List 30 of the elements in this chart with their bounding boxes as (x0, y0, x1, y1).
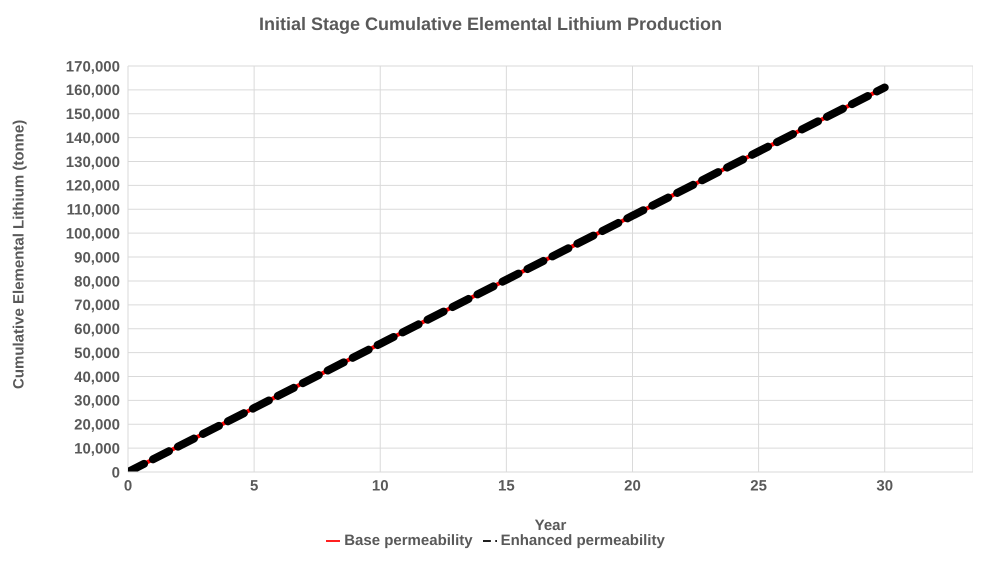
y-tick-label: 100,000 (66, 226, 120, 242)
y-tick-label: 70,000 (74, 297, 120, 314)
y-tick-label: 150,000 (66, 106, 120, 124)
x-tick-label: 25 (750, 478, 767, 495)
y-tick-label: 40,000 (74, 368, 120, 386)
legend-label: Base permeability (344, 532, 473, 549)
y-tick-label: 60,000 (74, 321, 120, 338)
y-tick-label: 50,000 (74, 344, 120, 362)
x-tick-label: 30 (876, 478, 894, 495)
y-axis-title: Cumulative Elemental Lithium (tonne) (10, 120, 28, 389)
y-tick-label: 110,000 (66, 202, 120, 219)
y-tick-label: 80,000 (74, 273, 120, 290)
y-tick-label: 20,000 (74, 416, 120, 434)
y-tick-label: 10,000 (74, 440, 120, 458)
y-tick-label: 130,000 (66, 154, 120, 171)
x-tick-label: 15 (498, 478, 515, 495)
x-tick-label: 5 (250, 478, 258, 495)
y-tick-label: 120,000 (66, 178, 120, 195)
x-axis-title: Year (534, 517, 567, 534)
y-tick-label: 90,000 (74, 249, 120, 266)
y-tick-label: 160,000 (66, 82, 120, 100)
x-tick-label: 20 (624, 478, 641, 495)
y-tick-label: 0 (112, 464, 120, 482)
x-tick-label: 0 (124, 478, 132, 495)
chart-title: Initial Stage Cumulative Elemental Lithium Production (258, 13, 724, 36)
x-tick-label: 10 (372, 478, 389, 495)
y-tick-label: 170,000 (66, 58, 120, 76)
y-tick-label: 30,000 (74, 392, 120, 410)
y-tick-label: 140,000 (66, 130, 120, 147)
legend-label: Enhanced permeability (500, 532, 665, 549)
